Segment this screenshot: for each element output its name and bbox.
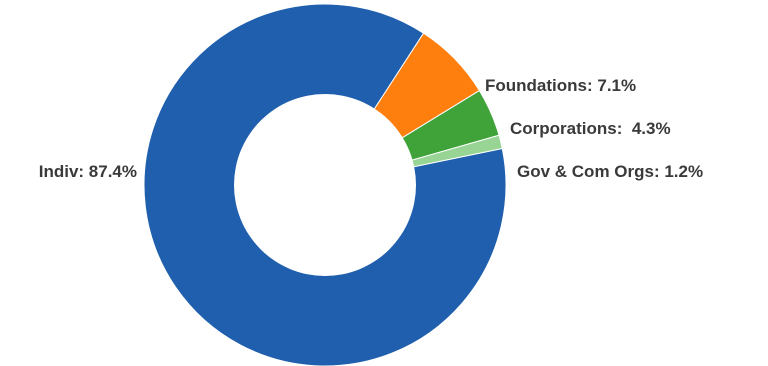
slice-label-indiv: Indiv: 87.4% bbox=[39, 162, 137, 181]
slice-label-foundations: Foundations: 7.1% bbox=[485, 76, 636, 95]
labels-group: Indiv: 87.4% Foundations: 7.1% Corporati… bbox=[39, 76, 703, 181]
donut-hole bbox=[234, 94, 416, 276]
slice-label-corporations: Corporations: 4.3% bbox=[510, 119, 671, 138]
slice-label-gov-com-orgs: Gov & Com Orgs: 1.2% bbox=[517, 162, 703, 181]
